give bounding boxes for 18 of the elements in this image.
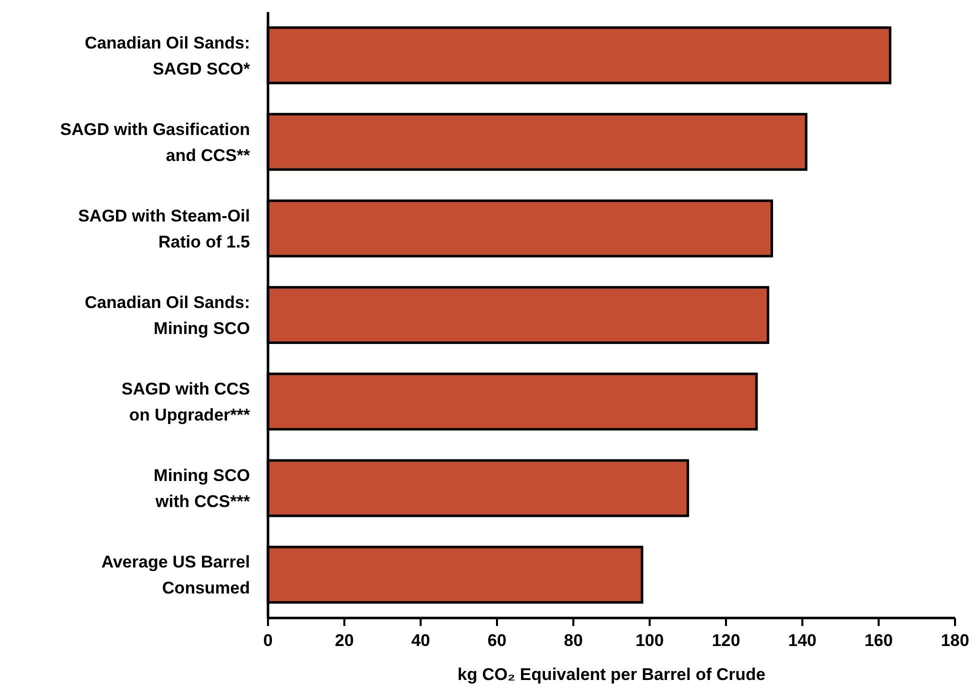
x-tick-label: 40	[411, 631, 430, 650]
x-tick-label: 140	[788, 631, 817, 650]
x-tick-label: 60	[488, 631, 506, 650]
y-tick-label: Canadian Oil Sands: SAGD SCO*	[84, 33, 250, 78]
y-tick-label: Canadian Oil Sands: Mining SCO	[84, 293, 250, 338]
x-axis-title: kg CO₂ Equivalent per Barrel of Crude	[458, 665, 766, 684]
y-tick-label: SAGD with Gasification and CCS**	[60, 120, 250, 165]
y-tick-label: Average US Barrel Consumed	[101, 552, 250, 598]
y-tick-label: SAGD with Steam-Oil Ratio of 1.5	[78, 206, 250, 252]
x-tick-label: 120	[712, 631, 740, 650]
y-tick-label: Mining SCO with CCS***	[154, 466, 250, 512]
x-tick-label: 20	[334, 631, 354, 650]
x-tick-label: 100	[635, 631, 664, 650]
x-tick-label: 160	[864, 631, 893, 650]
y-tick-label: SAGD with CCS on Upgrader***	[122, 380, 250, 425]
x-tick-label: 0	[263, 631, 273, 650]
x-tick-label: 180	[940, 631, 970, 650]
x-tick-label: 80	[564, 631, 583, 650]
